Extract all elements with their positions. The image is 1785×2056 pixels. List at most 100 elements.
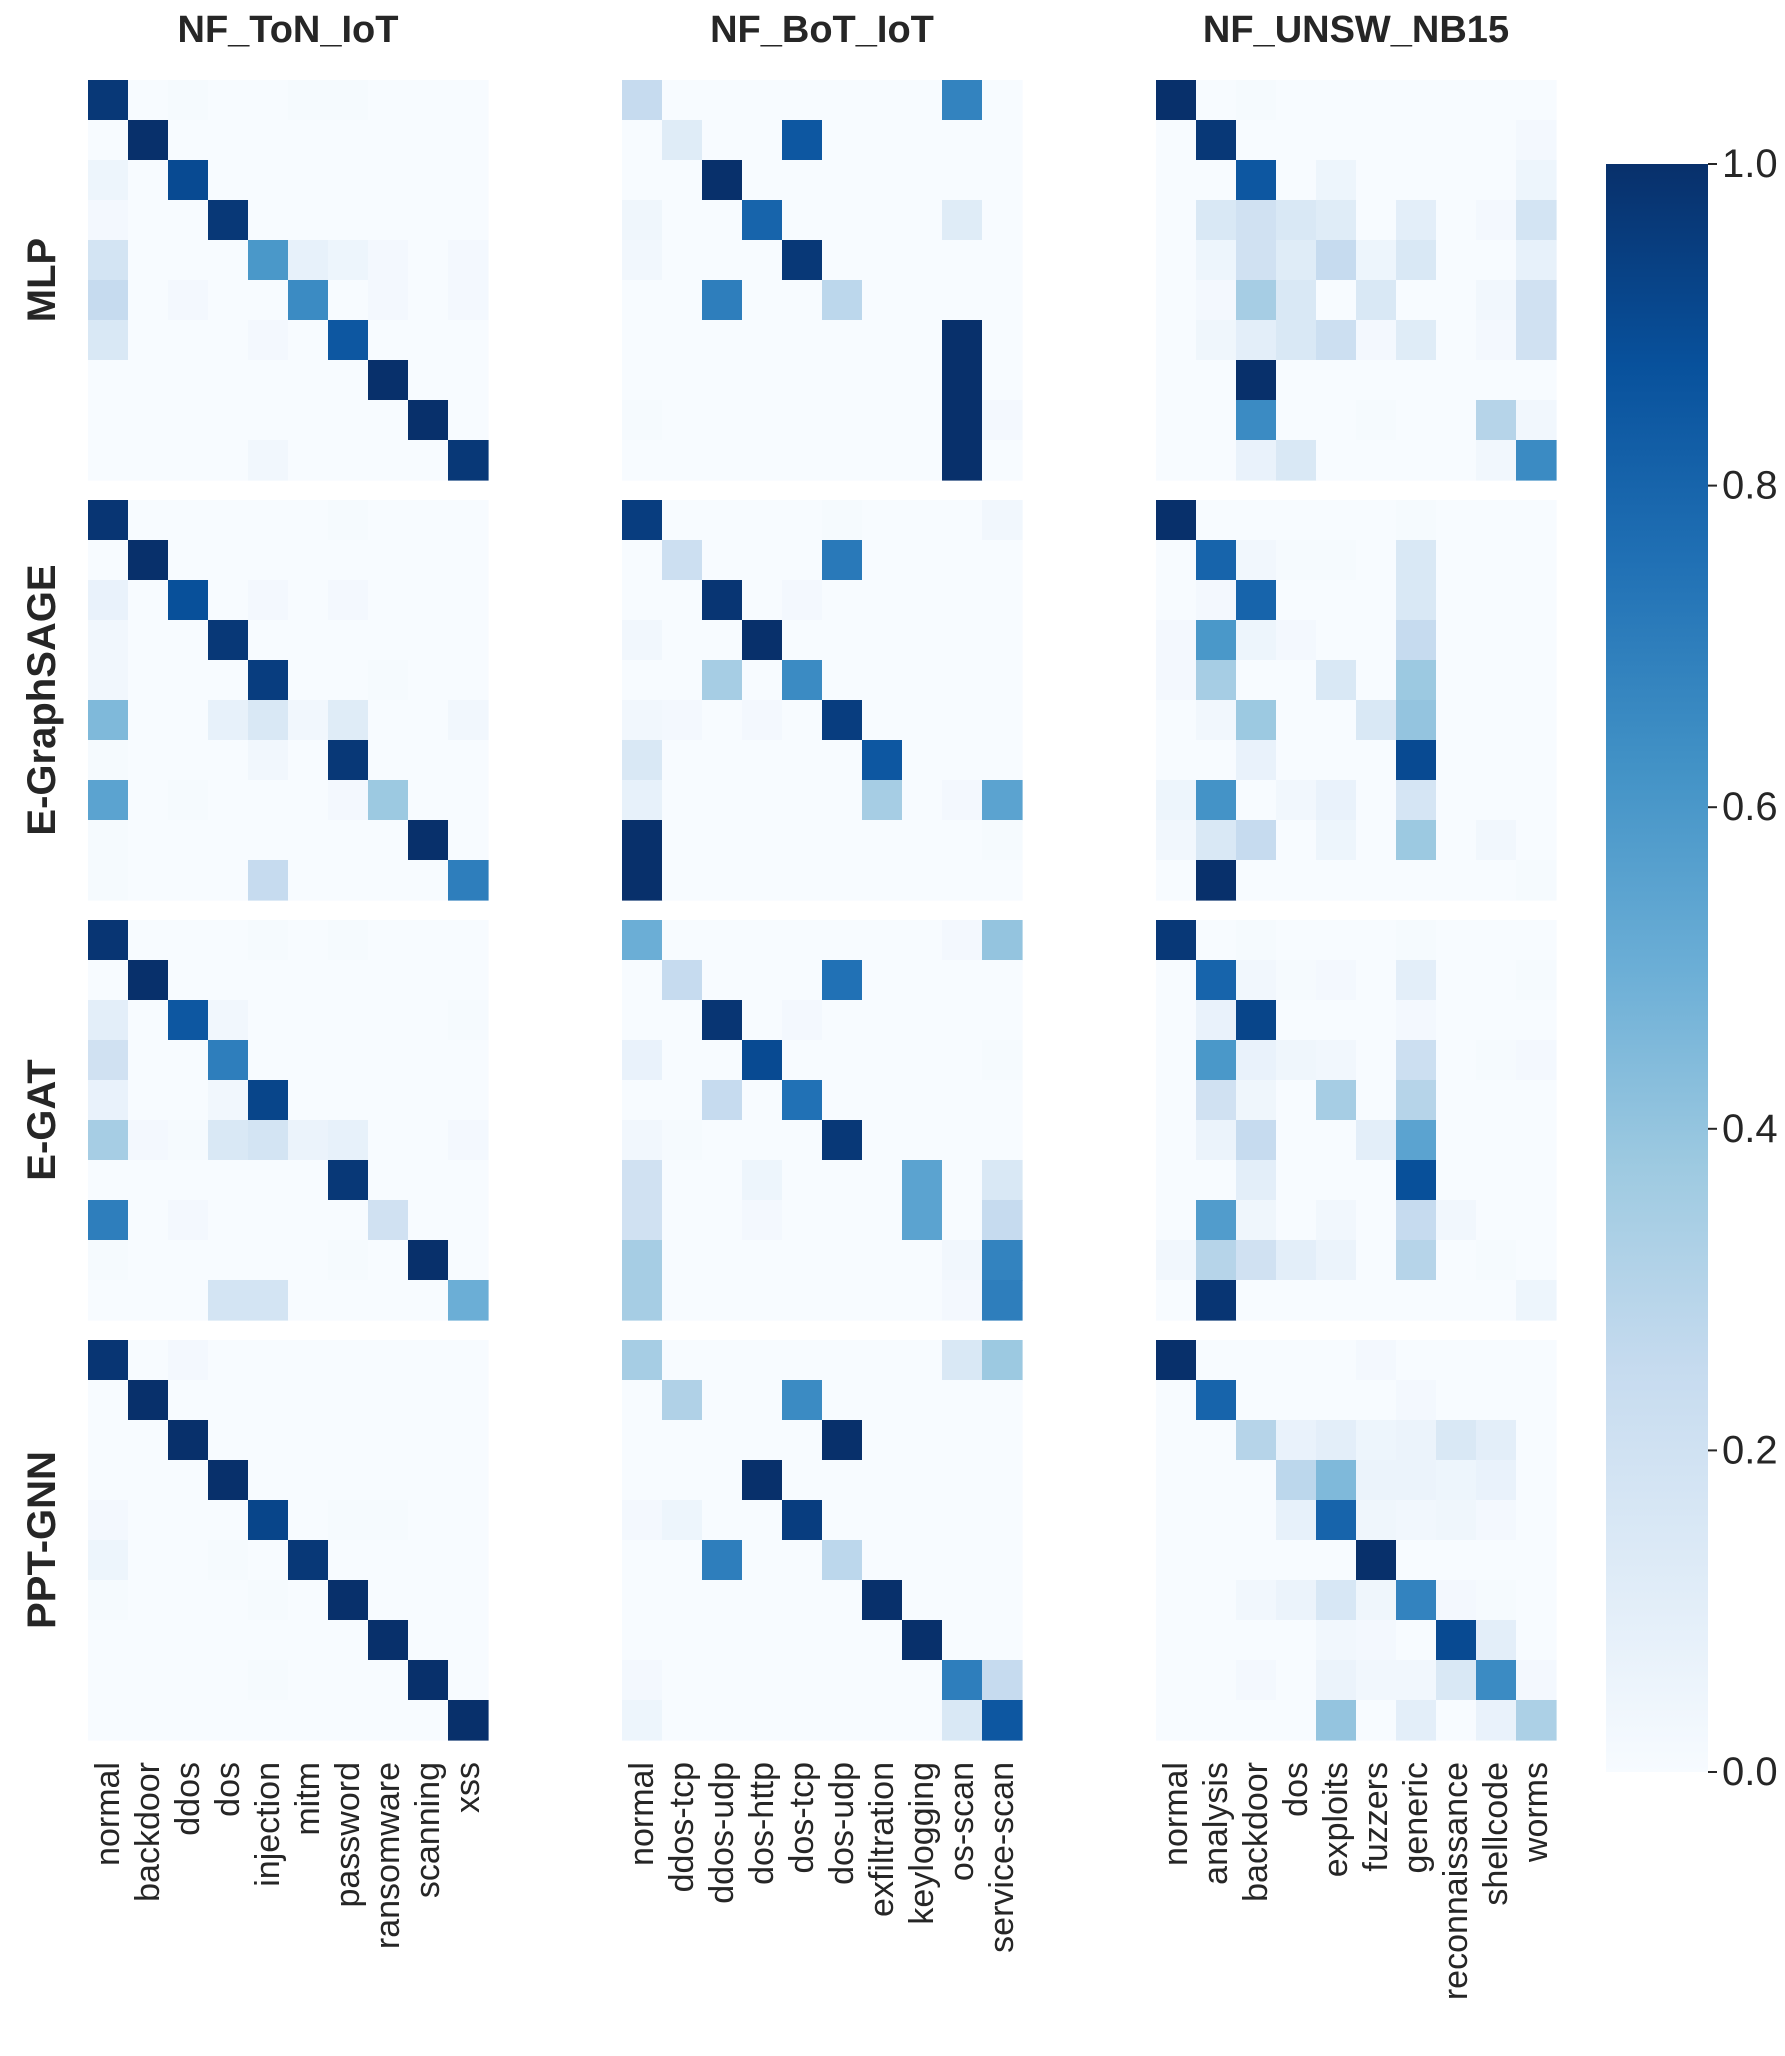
heatmap-cell <box>368 700 409 741</box>
heatmap-cell <box>328 80 369 121</box>
heatmap-cell <box>1236 780 1277 821</box>
heatmap-cell <box>88 1380 129 1421</box>
heatmap-cell <box>782 280 823 321</box>
row-label-model: E-GAT <box>20 1059 64 1180</box>
heatmap-cell <box>328 1420 369 1461</box>
heatmap-cell <box>408 400 449 441</box>
heatmap-cell <box>1156 960 1197 1001</box>
heatmap-cell <box>1476 1580 1517 1621</box>
heatmap-cell <box>1356 120 1397 161</box>
heatmap-cell <box>368 960 409 1001</box>
heatmap-cell <box>1436 1120 1477 1161</box>
heatmap-cell <box>742 1540 783 1581</box>
heatmap-cell <box>902 780 943 821</box>
heatmap-cell <box>902 280 943 321</box>
heatmap-cell <box>1396 1700 1437 1741</box>
heatmap-panel <box>622 1340 1023 1741</box>
heatmap-cell <box>408 440 449 481</box>
heatmap-cell <box>822 1540 863 1581</box>
heatmap-cell <box>208 200 249 241</box>
heatmap-cell <box>248 1340 289 1381</box>
heatmap-cell <box>88 1240 129 1281</box>
heatmap-cell <box>168 1660 209 1701</box>
heatmap-cell <box>1476 1200 1517 1241</box>
heatmap-cell <box>1396 820 1437 861</box>
heatmap-cell <box>1516 1040 1557 1081</box>
x-tick-label: worms <box>1517 1762 1555 1863</box>
heatmap-cell <box>862 1120 903 1161</box>
heatmap-cell <box>622 660 663 701</box>
heatmap-cell <box>1516 860 1557 901</box>
heatmap-cell <box>902 1240 943 1281</box>
heatmap-cell <box>1276 1420 1317 1461</box>
heatmap-cell <box>1436 80 1477 121</box>
heatmap-cell <box>862 80 903 121</box>
heatmap-cell <box>1236 1160 1277 1201</box>
heatmap-cell <box>1236 620 1277 661</box>
heatmap-cell <box>1276 1280 1317 1321</box>
heatmap-cell <box>368 500 409 541</box>
heatmap-cell <box>1476 440 1517 481</box>
heatmap-cell <box>1476 360 1517 401</box>
heatmap-cell <box>702 540 743 581</box>
heatmap-cell <box>982 240 1023 281</box>
heatmap-cell <box>128 1200 169 1241</box>
heatmap-cell <box>368 400 409 441</box>
heatmap-cell <box>902 120 943 161</box>
heatmap-cell <box>88 360 129 401</box>
heatmap-cell <box>662 160 703 201</box>
heatmap-cell <box>1356 960 1397 1001</box>
heatmap-cell <box>408 160 449 201</box>
heatmap-cell <box>1436 1040 1477 1081</box>
heatmap-cell <box>128 320 169 361</box>
heatmap-cell <box>862 440 903 481</box>
heatmap-cell <box>1156 620 1197 661</box>
heatmap-cell <box>902 700 943 741</box>
heatmap-cell <box>1156 1500 1197 1541</box>
heatmap-cell <box>1276 1500 1317 1541</box>
heatmap-cell <box>248 1280 289 1321</box>
heatmap-cell <box>1436 1340 1477 1381</box>
heatmap-cell <box>862 960 903 1001</box>
heatmap-cell <box>662 1160 703 1201</box>
heatmap-cell <box>1516 200 1557 241</box>
heatmap-cell <box>248 620 289 661</box>
heatmap-cell <box>1396 120 1437 161</box>
heatmap-cell <box>408 920 449 961</box>
heatmap-cell <box>942 80 983 121</box>
heatmap-cell <box>1156 1700 1197 1741</box>
heatmap-cell <box>702 1080 743 1121</box>
heatmap-cell <box>1396 200 1437 241</box>
heatmap-cell <box>328 400 369 441</box>
heatmap-cell <box>742 1420 783 1461</box>
heatmap-cell <box>1236 80 1277 121</box>
heatmap-cell <box>168 1040 209 1081</box>
heatmap-cell <box>248 1160 289 1201</box>
heatmap-cell <box>1196 1580 1237 1621</box>
x-tick-label: xss <box>449 1762 487 1813</box>
heatmap-cell <box>448 860 489 901</box>
heatmap-cell <box>208 860 249 901</box>
heatmap-cell <box>168 1200 209 1241</box>
heatmap-cell <box>662 1120 703 1161</box>
heatmap-cell <box>742 1280 783 1321</box>
heatmap-cell <box>1236 1380 1277 1421</box>
heatmap-cell <box>662 1420 703 1461</box>
heatmap-cell <box>902 1200 943 1241</box>
heatmap-cell <box>1276 620 1317 661</box>
heatmap-cell <box>942 1620 983 1661</box>
heatmap-cell <box>1396 500 1437 541</box>
heatmap-cell <box>1356 280 1397 321</box>
heatmap-cell <box>1476 1240 1517 1281</box>
heatmap-cell <box>742 1080 783 1121</box>
heatmap-cell <box>942 860 983 901</box>
heatmap-cell <box>862 540 903 581</box>
heatmap-cell <box>1516 780 1557 821</box>
heatmap-cell <box>902 1420 943 1461</box>
heatmap-cell <box>1396 960 1437 1001</box>
heatmap-cell <box>942 1160 983 1201</box>
heatmap-cell <box>942 700 983 741</box>
heatmap-cell <box>448 1620 489 1661</box>
heatmap-cell <box>1436 1420 1477 1461</box>
heatmap-cell <box>1476 1380 1517 1421</box>
